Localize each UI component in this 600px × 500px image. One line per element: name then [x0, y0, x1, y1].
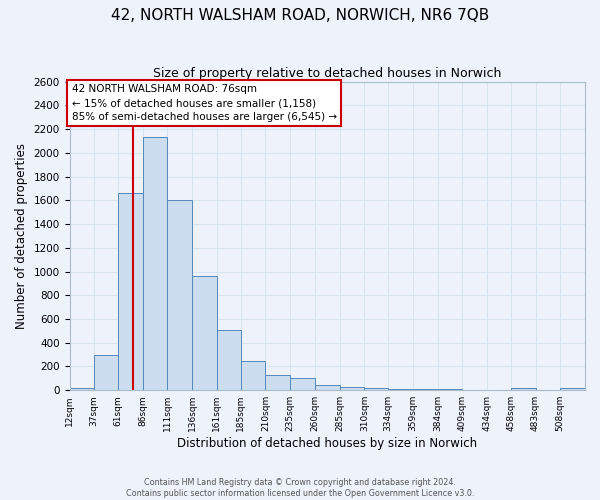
- Text: 42, NORTH WALSHAM ROAD, NORWICH, NR6 7QB: 42, NORTH WALSHAM ROAD, NORWICH, NR6 7QB: [111, 8, 489, 22]
- Bar: [265, 376, 290, 390]
- Bar: [217, 330, 241, 390]
- Bar: [388, 389, 413, 390]
- Bar: [192, 276, 217, 390]
- Text: Contains HM Land Registry data © Crown copyright and database right 2024.
Contai: Contains HM Land Registry data © Crown c…: [126, 478, 474, 498]
- Bar: [94, 355, 118, 390]
- Bar: [167, 200, 192, 390]
- Bar: [118, 192, 143, 390]
- Bar: [340, 387, 364, 390]
- Bar: [143, 138, 167, 390]
- Y-axis label: Number of detached properties: Number of detached properties: [15, 143, 28, 329]
- Text: 42 NORTH WALSHAM ROAD: 76sqm
← 15% of detached houses are smaller (1,158)
85% of: 42 NORTH WALSHAM ROAD: 76sqm ← 15% of de…: [71, 84, 337, 122]
- Title: Size of property relative to detached houses in Norwich: Size of property relative to detached ho…: [153, 68, 502, 80]
- Bar: [413, 389, 437, 390]
- Bar: [315, 386, 340, 390]
- Bar: [290, 378, 315, 390]
- Bar: [70, 388, 94, 390]
- Bar: [241, 360, 265, 390]
- Bar: [364, 388, 388, 390]
- Bar: [511, 388, 536, 390]
- X-axis label: Distribution of detached houses by size in Norwich: Distribution of detached houses by size …: [177, 437, 478, 450]
- Bar: [560, 388, 585, 390]
